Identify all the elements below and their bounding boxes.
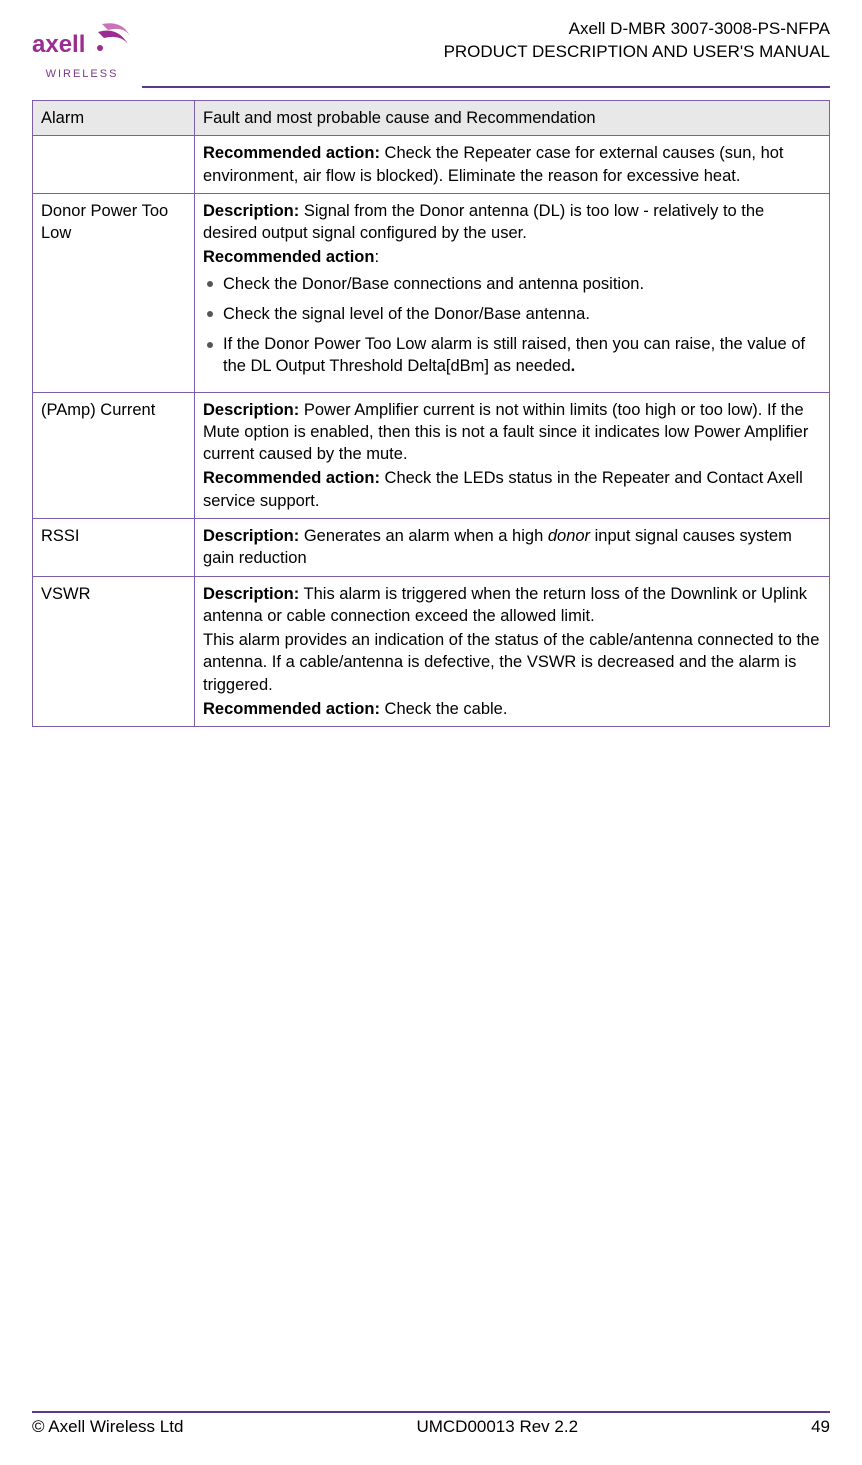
page-header: axell WIRELESS Axell D-MBR 3007-3008-PS-…	[32, 18, 830, 80]
desc-label: Description:	[203, 585, 299, 603]
cell-alarm: Donor Power Too Low	[33, 193, 195, 392]
cell-alarm: VSWR	[33, 576, 195, 727]
header-titles: Axell D-MBR 3007-3008-PS-NFPA PRODUCT DE…	[444, 18, 830, 64]
desc-label: Description:	[203, 202, 299, 220]
rec-label: Recommended action:	[203, 469, 380, 487]
table-row: RSSI Description: Generates an alarm whe…	[33, 518, 830, 576]
cell-alarm: (PAmp) Current	[33, 392, 195, 518]
cell-fault: Description: Generates an alarm when a h…	[195, 518, 830, 576]
vswr-para2: This alarm provides an indication of the…	[203, 629, 821, 696]
table-row: (PAmp) Current Description: Power Amplif…	[33, 392, 830, 518]
table-row: VSWR Description: This alarm is triggere…	[33, 576, 830, 727]
footer-left: © Axell Wireless Ltd	[32, 1417, 183, 1437]
bullet-dot: .	[571, 357, 576, 375]
footer-center: UMCD00013 Rev 2.2	[416, 1417, 578, 1437]
cell-alarm: RSSI	[33, 518, 195, 576]
rec-text: Check the cable.	[380, 700, 508, 718]
page-footer: © Axell Wireless Ltd UMCD00013 Rev 2.2 4…	[32, 1411, 830, 1437]
header-line2: PRODUCT DESCRIPTION AND USER'S MANUAL	[444, 41, 830, 64]
rec-label: Recommended action:	[203, 144, 380, 162]
bullet-item: If the Donor Power Too Low alarm is stil…	[203, 333, 821, 378]
table-row: Donor Power Too Low Description: Signal …	[33, 193, 830, 392]
rec-label: Recommended action	[203, 248, 374, 266]
th-fault: Fault and most probable cause and Recomm…	[195, 101, 830, 136]
cell-alarm	[33, 136, 195, 194]
alarm-table: Alarm Fault and most probable cause and …	[32, 100, 830, 727]
footer-rule	[32, 1411, 830, 1413]
desc-pre: Generates an alarm when a high	[299, 527, 548, 545]
table-row: Recommended action: Check the Repeater c…	[33, 136, 830, 194]
th-alarm: Alarm	[33, 101, 195, 136]
desc-label: Description:	[203, 401, 299, 419]
cell-fault: Recommended action: Check the Repeater c…	[195, 136, 830, 194]
bullet-item: Check the signal level of the Donor/Base…	[203, 303, 821, 325]
header-line1: Axell D-MBR 3007-3008-PS-NFPA	[444, 18, 830, 41]
logo: axell WIRELESS	[32, 18, 132, 80]
bullet-item: Check the Donor/Base connections and ant…	[203, 273, 821, 295]
table-header-row: Alarm Fault and most probable cause and …	[33, 101, 830, 136]
rec-bullets: Check the Donor/Base connections and ant…	[203, 273, 821, 378]
footer-row: © Axell Wireless Ltd UMCD00013 Rev 2.2 4…	[32, 1417, 830, 1437]
cell-fault: Description: This alarm is triggered whe…	[195, 576, 830, 727]
footer-right: 49	[811, 1417, 830, 1437]
cell-fault: Description: Signal from the Donor anten…	[195, 193, 830, 392]
desc-italic: donor	[548, 527, 590, 545]
header-rule	[142, 86, 830, 88]
logo-mark-icon: axell	[32, 18, 132, 66]
rec-colon: :	[374, 248, 379, 266]
desc-label: Description:	[203, 527, 299, 545]
logo-subtext: WIRELESS	[46, 68, 119, 80]
svg-text:axell: axell	[32, 31, 85, 58]
cell-fault: Description: Power Amplifier current is …	[195, 392, 830, 518]
bullet-text: If the Donor Power Too Low alarm is stil…	[223, 335, 805, 375]
rec-label: Recommended action:	[203, 700, 380, 718]
